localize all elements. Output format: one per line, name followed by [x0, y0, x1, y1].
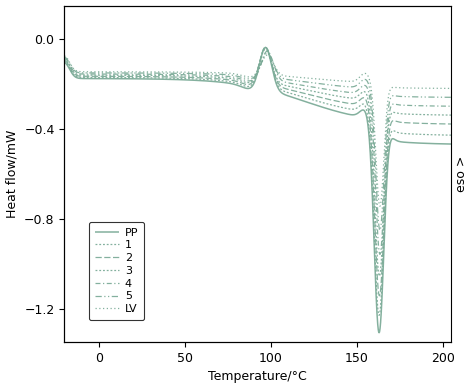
- Legend: PP, 1, 2, 3, 4, 5, LV: PP, 1, 2, 3, 4, 5, LV: [89, 222, 144, 320]
- Y-axis label: Heat flow/mW: Heat flow/mW: [6, 130, 18, 218]
- X-axis label: Temperature/°C: Temperature/°C: [209, 370, 307, 384]
- Y-axis label: eso >: eso >: [456, 156, 468, 192]
